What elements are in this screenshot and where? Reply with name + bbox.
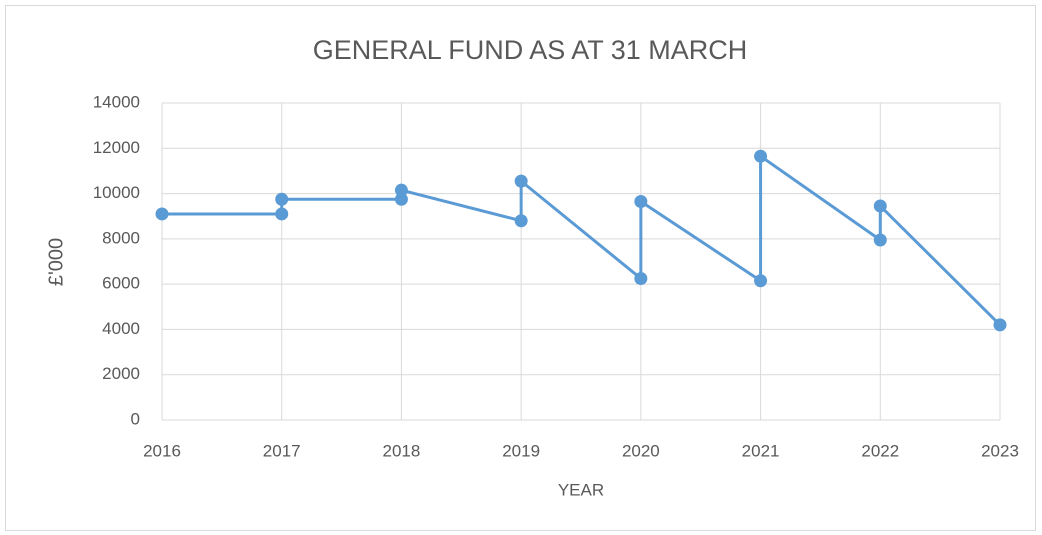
- data-point: [873, 233, 887, 247]
- chart-title: GENERAL FUND AS AT 31 MARCH: [313, 35, 748, 65]
- data-point: [754, 274, 768, 288]
- y-tick-label: 10000: [93, 183, 140, 202]
- y-tick-label: 0: [131, 409, 140, 428]
- y-tick-label: 8000: [102, 228, 140, 247]
- x-axis-label: YEAR: [558, 480, 604, 499]
- x-tick-label: 2023: [981, 441, 1019, 460]
- data-line: [162, 154, 1002, 326]
- y-tick-label: 14000: [93, 92, 140, 111]
- data-point: [514, 214, 528, 228]
- y-axis-label: £'000: [45, 238, 67, 286]
- data-point: [394, 183, 408, 197]
- data-point: [275, 207, 289, 221]
- y-tick-label: 12000: [93, 138, 140, 157]
- data-point: [754, 149, 768, 163]
- x-tick-label: 2019: [502, 441, 540, 460]
- data-point: [514, 174, 528, 188]
- y-tick-label: 2000: [102, 364, 140, 383]
- data-point: [394, 192, 408, 206]
- data-point: [993, 318, 1007, 332]
- x-tick-label: 2021: [742, 441, 780, 460]
- y-tick-label: 6000: [102, 274, 140, 293]
- data-point: [634, 271, 648, 285]
- data-point: [155, 207, 169, 221]
- y-tick-label: 4000: [102, 319, 140, 338]
- x-tick-label: 2022: [861, 441, 899, 460]
- x-tick-label: 2018: [383, 441, 421, 460]
- x-tick-label: 2016: [143, 441, 181, 460]
- x-tick-label: 2020: [622, 441, 660, 460]
- x-tick-label: 2017: [263, 441, 301, 460]
- chart-border: [5, 5, 1036, 531]
- data-point: [873, 199, 887, 213]
- data-point: [634, 194, 648, 208]
- data-point: [275, 192, 289, 206]
